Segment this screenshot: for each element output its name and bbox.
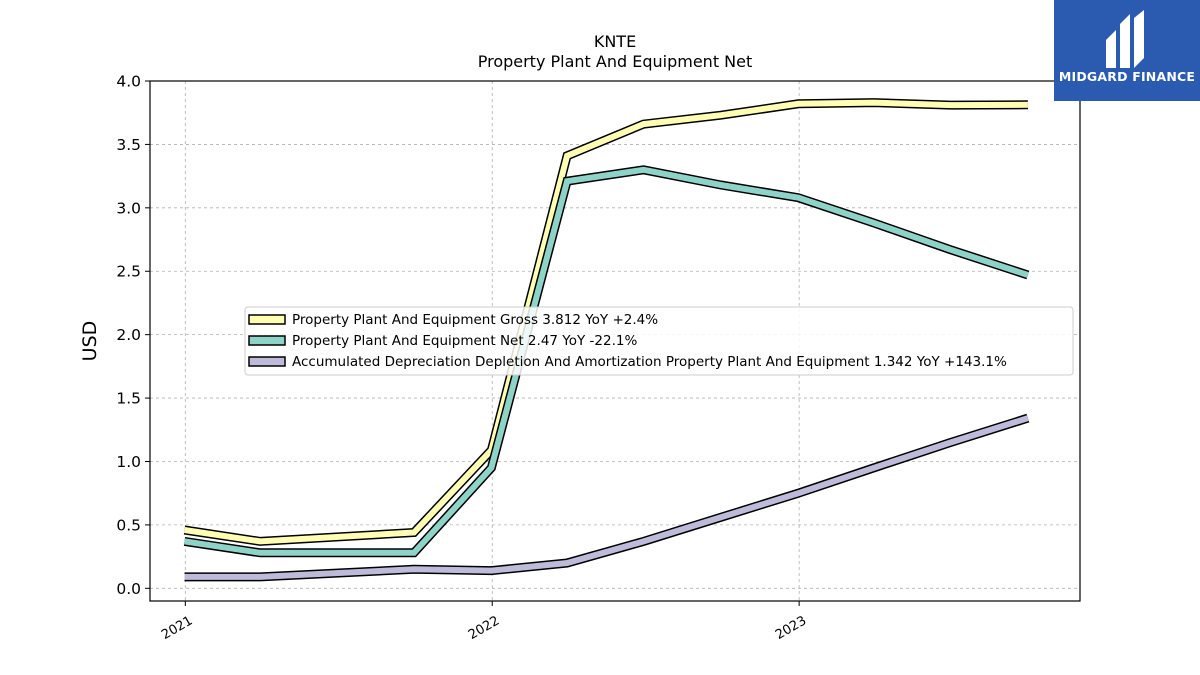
series-line-2: [184, 166, 1029, 556]
y-tick-label: 1.5: [116, 390, 141, 408]
y-tick-label: 3.0: [116, 199, 141, 217]
chart-title: KNTE: [593, 32, 637, 51]
series-line-3: [184, 415, 1029, 580]
x-tick-label: 2022: [466, 613, 502, 643]
x-tick-label: 2021: [159, 613, 195, 643]
y-tick-label: 1.0: [116, 453, 141, 471]
x-tick-label: 2023: [773, 613, 809, 643]
y-axis-label: USD: [79, 321, 101, 362]
legend-label: Accumulated Depreciation Depletion And A…: [292, 354, 1007, 370]
logo-text: MIDGARD FINANCE: [1058, 69, 1196, 84]
y-tick-label: 2.0: [116, 326, 141, 344]
legend-label: Property Plant And Equipment Net 2.47 Yo…: [292, 333, 637, 349]
chart-subtitle: Property Plant And Equipment Net: [477, 52, 753, 71]
y-tick-label: 2.5: [116, 263, 141, 281]
y-tick-label: 4.0: [116, 73, 141, 91]
logo-mark-icon: [1106, 10, 1144, 68]
plot-frame: [149, 80, 1081, 602]
legend-swatch: [248, 335, 286, 346]
y-tick-label: 0.5: [116, 516, 141, 534]
legend-label: Property Plant And Equipment Gross 3.812…: [292, 312, 658, 328]
series-line-1: [184, 99, 1028, 545]
legend-box: [244, 306, 1074, 376]
brand-logo: MIDGARD FINANCE: [1054, 0, 1200, 101]
y-tick-label: 0.0: [116, 580, 141, 598]
y-tick-label: 3.5: [116, 136, 141, 154]
legend-swatch: [248, 356, 286, 367]
legend-swatch: [248, 314, 286, 325]
